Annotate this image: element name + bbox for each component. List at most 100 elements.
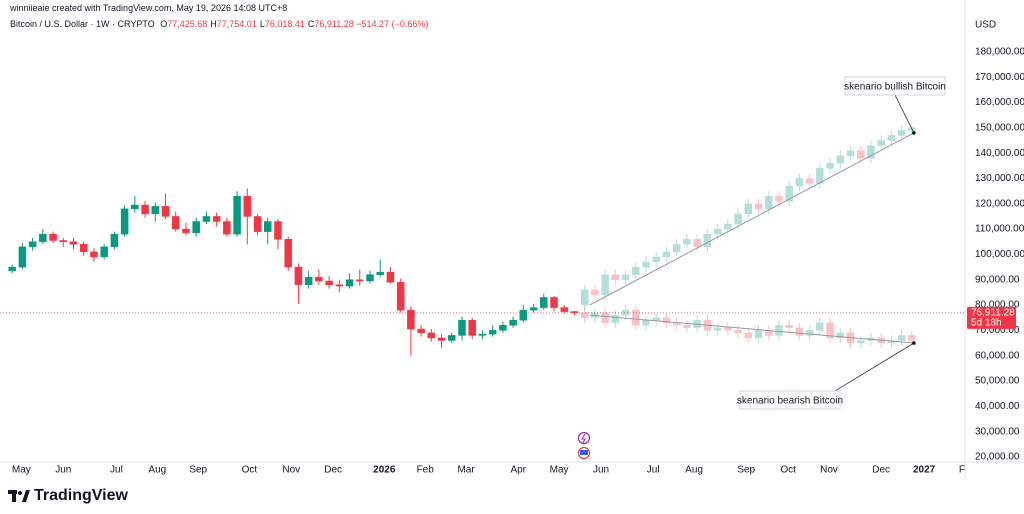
candle	[356, 269, 364, 287]
candle-body	[754, 203, 763, 210]
x-tick-label: F	[959, 465, 965, 476]
annotation-pointer	[834, 342, 915, 392]
projected-candle	[897, 125, 906, 141]
y-tick-label: 150,000.00	[975, 122, 1024, 133]
candle-body	[724, 223, 732, 230]
candle-body	[304, 276, 313, 286]
candle-body	[120, 208, 129, 235]
candle	[509, 316, 517, 328]
candle-body	[601, 312, 609, 324]
candle-body	[519, 309, 528, 321]
y-tick-label: 180,000.00	[975, 47, 1024, 58]
candle-body	[540, 297, 548, 308]
candle	[437, 334, 446, 349]
candle	[315, 269, 323, 285]
candle	[192, 217, 200, 237]
candle-body	[223, 221, 231, 235]
candle-body	[734, 213, 742, 225]
annotation-text: skenario bullish Bitcoin	[844, 82, 946, 93]
candle	[499, 321, 507, 333]
candle-body	[28, 241, 37, 248]
candle-body	[908, 335, 916, 341]
candle-body	[642, 261, 650, 268]
candle	[131, 196, 139, 213]
ohlc-label: O	[160, 19, 168, 29]
candle	[529, 303, 538, 313]
candle	[49, 231, 57, 244]
candle-body	[509, 319, 517, 326]
candle-body	[662, 251, 671, 258]
x-tick-label: Jun	[55, 465, 71, 476]
projected-candle	[897, 330, 906, 346]
annotation-pointer	[894, 94, 915, 134]
candle-body	[662, 317, 671, 324]
candle	[376, 259, 384, 278]
candle-body	[335, 284, 344, 287]
candle	[90, 248, 98, 263]
candle-body	[488, 330, 497, 335]
candle-body	[795, 327, 804, 336]
x-tick-label: Oct	[242, 465, 258, 476]
candle	[325, 275, 333, 289]
candle-body	[233, 195, 241, 235]
projected-candle	[805, 325, 814, 341]
candle-body	[550, 297, 558, 308]
projected-candle	[846, 145, 855, 161]
candle	[458, 316, 466, 341]
projected-candle	[856, 145, 865, 164]
candle-body	[212, 216, 221, 222]
x-tick-label: Sep	[737, 465, 755, 476]
projected-candle	[621, 305, 630, 321]
candle-body	[785, 185, 793, 202]
candle-body	[775, 195, 783, 202]
x-tick-label: Sep	[189, 465, 207, 476]
projected-candle	[775, 191, 783, 207]
candle-body	[478, 333, 487, 336]
x-tick-label: Nov	[820, 465, 838, 476]
projected-candle	[642, 256, 650, 273]
candle-body	[39, 233, 47, 243]
candle	[202, 211, 211, 225]
candle-body	[877, 140, 885, 146]
candle-body	[529, 307, 538, 311]
ohlc-value: 76,018.41	[264, 19, 305, 29]
candle-body	[785, 325, 793, 329]
candle-body	[744, 332, 753, 339]
candle-body	[386, 271, 395, 283]
candle-body	[100, 246, 108, 258]
candle	[550, 296, 558, 312]
candle	[59, 237, 68, 247]
projected-candle	[713, 322, 722, 336]
ohlc-value: 77,425.68	[167, 19, 208, 29]
candle	[263, 217, 272, 245]
ohlc-label: L	[259, 19, 265, 29]
attribution: winniieaie created with TradingView.com,…	[10, 3, 288, 13]
candle-body	[836, 155, 845, 164]
candle-body	[437, 337, 446, 341]
candle-body	[713, 228, 722, 235]
x-tick-label: Apr	[510, 465, 526, 476]
brand-icon	[8, 490, 30, 502]
candle-body	[591, 289, 599, 296]
candle-body	[253, 216, 262, 232]
x-tick-label: Oct	[780, 465, 796, 476]
candle	[233, 191, 241, 237]
y-tick-label: 110,000.00	[975, 224, 1024, 235]
candle-body	[263, 221, 272, 232]
y-tick-label: 120,000.00	[975, 198, 1024, 209]
ohlc-value: 77,754.01	[216, 19, 257, 29]
candle-body	[846, 150, 855, 156]
projected-candle	[785, 181, 793, 207]
candle-body	[18, 246, 27, 268]
candle-body	[724, 327, 732, 331]
candle-body	[805, 178, 814, 184]
projected-candle	[693, 234, 701, 252]
projected-candle	[642, 315, 650, 331]
candle-body	[856, 150, 865, 159]
x-tick-label: 2026	[373, 465, 396, 476]
projected-candle	[887, 130, 896, 146]
candle	[448, 332, 456, 344]
scenario-line	[589, 314, 914, 344]
projected-candle	[632, 305, 640, 331]
candle	[110, 231, 119, 250]
